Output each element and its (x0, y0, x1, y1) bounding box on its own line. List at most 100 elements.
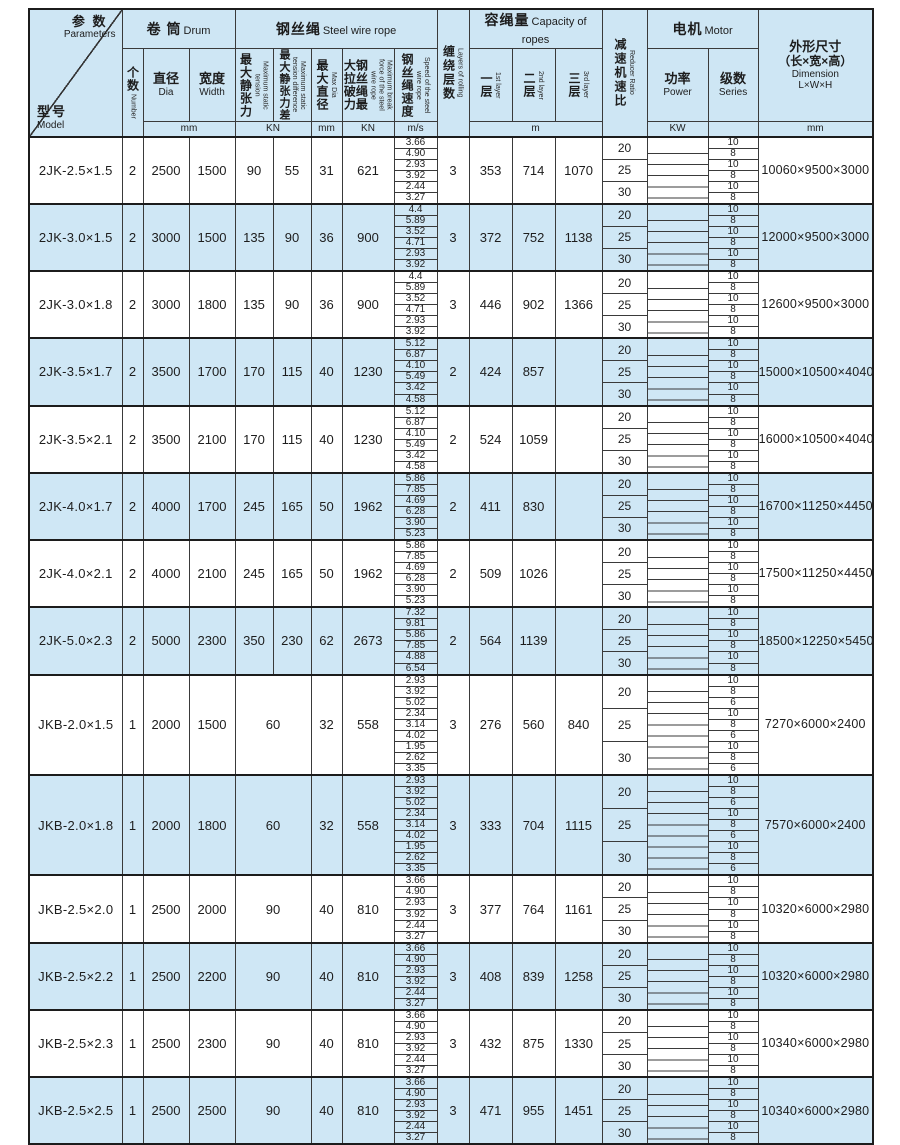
cell-max-rope-dia: 50 (310, 538, 343, 608)
spec-row-2JK-5.0×2.3-sub3: 7.85 8 (29, 640, 873, 653)
cell-capacity-3rd (554, 606, 603, 676)
cell-motor-series: 8 (707, 1065, 759, 1078)
col-break-force-zh: 钢丝绳最大拉破力 (342, 59, 369, 111)
cell-reducer-ratio: 25 (601, 158, 648, 182)
col-layer1-en: 1st layer (494, 71, 502, 99)
cell-drum-dia: 3500 (142, 337, 190, 407)
cell-motor-power (646, 538, 709, 608)
cell-capacity-2nd: 1026 (511, 538, 556, 608)
cell-winding-layers: 3 (436, 135, 470, 205)
col-power-zh: 功率 (664, 71, 691, 87)
cell-model: 2JK-2.5×1.5 (28, 135, 123, 205)
cell-drum-dia: 4000 (142, 538, 190, 608)
cell-motor-series: 8 (707, 1020, 759, 1033)
cell-motor-series: 10 (707, 539, 759, 552)
cell-dimension: 12000×9500×3000 (757, 202, 874, 272)
spec-row-2JK-4.0×1.7-sub1: 7.85 8 (29, 483, 873, 496)
cell-capacity-2nd: 830 (511, 471, 556, 541)
cell-rope-speed: 4.58 (393, 393, 438, 406)
spec-row-2JK-3.5×1.7-sub4: 3.42 30 10 (29, 382, 873, 406)
cell-model: 2JK-4.0×1.7 (28, 471, 123, 541)
cell-motor-series: 10 (707, 1076, 759, 1090)
spec-row-2JK-2.5×1.5-sub5: 3.27 8 (29, 191, 873, 205)
cell-motor-series: 10 (707, 427, 759, 440)
cell-drum-width: 1800 (188, 269, 236, 339)
cell-rope-speed: 2.44 (393, 1121, 438, 1134)
cell-rope-speed: 3.14 (393, 819, 438, 832)
cell-max-rope-dia: 36 (310, 202, 343, 272)
group-header-motor: 电机 Motor (646, 8, 759, 49)
cell-motor-series: 10 (707, 673, 759, 687)
spec-row-2JK-4.0×1.7-sub5: 5.23 8 (29, 528, 873, 541)
col-header-motor-power: 功率 Power (646, 48, 709, 122)
corner-parameters-en: Parameters (63, 29, 116, 41)
cell-reducer-ratio: 25 (601, 1031, 648, 1056)
cell-reducer-ratio: 25 (601, 1099, 648, 1123)
cell-rope-speed: 5.49 (393, 438, 438, 451)
cell-reducer-ratio: 30 (601, 651, 648, 675)
cell-capacity-2nd: 752 (511, 202, 556, 272)
cell-rope-speed: 5.89 (393, 214, 438, 227)
cell-drum-count: 2 (121, 269, 144, 339)
cell-max-static-tension: 90 (234, 874, 312, 944)
spec-row-2JK-3.0×1.5-sub1: 5.89 8 (29, 214, 873, 227)
cell-rope-speed: 4.71 (393, 236, 438, 249)
col-header-max-static-tension-diff: 最大静张力差 Maximum static tension difference (272, 48, 312, 122)
cell-winding-layers: 2 (436, 337, 470, 407)
cell-reducer-ratio: 30 (601, 986, 648, 1011)
cell-rope-speed: 2.34 (393, 808, 438, 821)
col-max-dia-en: Max Dia (330, 72, 338, 98)
cell-motor-series: 8 (707, 483, 759, 496)
cell-dimension: 10320×6000×2980 (757, 874, 874, 944)
cell-motor-series: 10 (707, 941, 759, 955)
cell-reducer-ratio: 25 (601, 225, 648, 249)
col-header-reducer-ratio: 减速机速比 Reducer Ratio (601, 8, 648, 137)
cell-reducer-ratio: 30 (601, 516, 648, 541)
col-header-motor-series: 级数 Series (707, 48, 759, 122)
cell-max-static-tension-diff: 165 (272, 471, 312, 541)
cell-motor-series: 8 (707, 438, 759, 451)
spec-row-JKB-2.0×1.5-sub2: 5.02 6 (29, 696, 873, 709)
spec-row-2JK-3.0×1.5-sub2: 3.52 25 10 (29, 225, 873, 249)
cell-rope-speed: 2.44 (393, 986, 438, 999)
cell-rope-speed: 3.14 (393, 718, 438, 731)
cell-max-static-tension: 135 (234, 202, 274, 272)
corner-model-zh: 型号 (37, 104, 68, 120)
spec-row-2JK-3.5×2.1-sub4: 3.42 30 10 (29, 449, 873, 474)
cell-motor-series: 10 (707, 897, 759, 910)
cell-motor-power (646, 673, 709, 776)
cell-rope-speed: 7.32 (393, 606, 438, 620)
cell-max-static-tension-diff: 55 (272, 135, 312, 205)
cell-motor-series: 10 (707, 180, 759, 193)
cell-reducer-ratio: 20 (601, 874, 648, 899)
cell-rope-speed: 3.92 (393, 908, 438, 921)
col-layer1-zh: 一层 (479, 72, 494, 98)
cell-rope-speed: 2.44 (393, 919, 438, 932)
col-layers-en: Layers of rolling (456, 48, 464, 98)
cell-capacity-1st: 411 (468, 471, 513, 541)
cell-capacity-3rd: 1366 (554, 269, 603, 339)
spec-row-2JK-5.0×2.3-sub2: 5.86 25 10 (29, 629, 873, 653)
cell-max-static-tension: 90 (234, 1008, 312, 1078)
cell-capacity-2nd: 764 (511, 874, 556, 944)
power-divider-lines (648, 412, 708, 472)
col-header-layer3: 三层 3rd layer (554, 48, 603, 122)
cell-drum-dia: 3000 (142, 202, 190, 272)
cell-rope-speed: 3.92 (393, 169, 438, 182)
cell-rope-speed: 5.12 (393, 337, 438, 351)
cell-rope-speed: 6.87 (393, 416, 438, 429)
col-header-max-rope-dia: 最大直径 Max Dia (310, 48, 343, 122)
cell-drum-width: 1500 (188, 135, 236, 205)
cell-model: 2JK-3.5×1.7 (28, 337, 123, 407)
spec-row-2JK-2.5×1.5-sub3: 3.92 8 (29, 169, 873, 182)
cell-motor-series: 10 (707, 808, 759, 821)
group-header-rope: 钢丝绳 Steel wire rope (234, 8, 438, 49)
cell-motor-series: 8 (707, 640, 759, 653)
group-capacity-en: Capacity of ropes (521, 16, 587, 46)
cell-capacity-2nd: 704 (511, 773, 556, 876)
cell-max-rope-dia: 40 (310, 337, 343, 407)
col-dimension-zh2: （长×宽×高） (778, 54, 853, 69)
cell-model: 2JK-4.0×2.1 (28, 538, 123, 608)
cell-motor-power (646, 202, 709, 272)
cell-capacity-1st: 377 (468, 874, 513, 944)
